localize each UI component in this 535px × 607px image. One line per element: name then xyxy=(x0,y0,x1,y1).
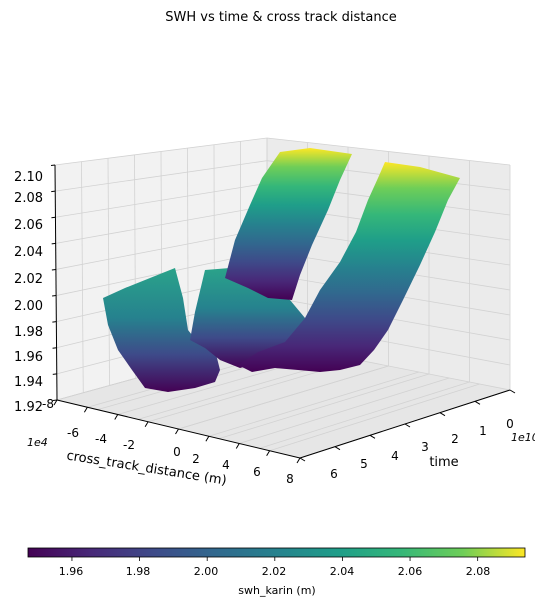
colorbar-tick-label: 2.06 xyxy=(398,565,423,578)
x-tick-label: 4 xyxy=(222,458,230,472)
colorbar-tick-label: 2.08 xyxy=(466,565,491,578)
z-tick xyxy=(52,373,57,375)
colorbar-label: swh_karin (m) xyxy=(238,584,315,597)
x-gridline xyxy=(81,161,84,393)
colorbar: 1.96 1.98 2.00 2.02 2.04 2.06 2.08 swh_k… xyxy=(27,547,526,597)
x-tick-label: 2 xyxy=(192,452,200,466)
x-tick-label: 6 xyxy=(253,465,261,479)
y-tick-label: 5 xyxy=(360,457,368,471)
z-tick xyxy=(52,399,58,401)
colorbar-ticks xyxy=(71,557,479,561)
y-tick xyxy=(404,423,411,428)
y-tick-label: 2 xyxy=(451,432,459,446)
y-tick-label: 0 xyxy=(506,417,514,431)
colorbar-tick-label: 1.96 xyxy=(59,565,84,578)
x-tick-label: -4 xyxy=(95,432,107,446)
y-axis-tick-labels: 0 1 2 3 4 5 6 xyxy=(330,417,514,481)
surface-right-ridge xyxy=(238,162,460,372)
x-tick xyxy=(175,428,179,435)
x-tick-label: -8 xyxy=(42,397,54,411)
x-axis-tick-labels: -8 -6 -4 -2 0 2 4 6 8 xyxy=(42,397,294,486)
z-tick-label: 1.92 xyxy=(14,400,43,415)
axis-lines xyxy=(50,164,516,464)
z-tick xyxy=(51,190,56,193)
surface-middle-ridge xyxy=(225,148,352,300)
x-tick xyxy=(205,435,210,442)
y-tick xyxy=(439,412,446,417)
x-tick xyxy=(235,443,240,449)
y-floor-gridline xyxy=(218,373,430,440)
colorbar-gradient xyxy=(27,547,526,558)
surface-left-arm xyxy=(103,268,220,392)
x-gridline xyxy=(187,148,189,364)
z-tick xyxy=(52,347,57,349)
y-axis-offset-label: 1e10 xyxy=(511,431,535,444)
x-tick-label: 0 xyxy=(173,445,181,459)
y-tick xyxy=(509,389,516,394)
y-floor-gridline xyxy=(178,365,389,430)
z-tick-label: 2.10 xyxy=(14,170,43,185)
y-tick xyxy=(369,434,376,439)
z-tick xyxy=(52,295,57,297)
z-tick-label: 2.02 xyxy=(14,272,43,287)
z-tick xyxy=(50,164,56,166)
z-tick-label: 2.04 xyxy=(14,245,43,260)
z-tick-label: 2.06 xyxy=(14,218,43,233)
colorbar-tick-label: 2.04 xyxy=(330,565,355,578)
x-axis-offset-label: 1e4 xyxy=(27,436,48,449)
x-tick xyxy=(296,457,301,464)
y-tick xyxy=(334,446,341,451)
x-tick xyxy=(114,414,119,420)
z-tick-label: 2.00 xyxy=(14,299,43,314)
y-tick-label: 4 xyxy=(391,449,399,463)
x-gridline xyxy=(107,158,110,386)
y-tick-label: 1 xyxy=(479,424,487,438)
z-tick xyxy=(52,321,57,323)
y-tick xyxy=(299,457,306,462)
x-tick xyxy=(266,450,271,457)
chart-title: SWH vs time & cross track distance xyxy=(165,10,397,25)
colorbar-tick-label: 2.00 xyxy=(194,565,219,578)
x-tick-label: 8 xyxy=(286,472,294,486)
x-tick-label: -2 xyxy=(123,438,135,452)
z-tick xyxy=(51,242,56,245)
x-floor-gridline xyxy=(269,383,480,452)
surface xyxy=(103,148,460,392)
z-tick xyxy=(51,216,56,219)
x-tick xyxy=(144,421,149,428)
y-tick xyxy=(474,400,481,405)
z-tick-label: 1.98 xyxy=(14,325,43,340)
z-tick-label: 1.94 xyxy=(14,375,43,390)
z-tick-label: 1.96 xyxy=(14,350,43,365)
x-tick xyxy=(53,399,58,406)
x-axis-label: cross_track_distance (m) xyxy=(65,448,227,488)
y-tick-label: 3 xyxy=(421,440,429,454)
x-tick xyxy=(83,406,88,413)
y-axis-label: time xyxy=(429,455,458,470)
x-tick-label: -6 xyxy=(67,426,79,440)
z-tick-label: 2.08 xyxy=(14,191,43,206)
x-floor-gridline xyxy=(239,377,450,444)
z-tick xyxy=(51,268,56,271)
y-tick-label: 6 xyxy=(330,467,338,481)
z-axis-tick-labels: 1.92 1.94 1.96 1.98 2.00 2.02 2.04 2.06 … xyxy=(14,170,43,415)
surface-center-arm xyxy=(190,268,305,368)
y-floor-gridline xyxy=(259,381,470,449)
colorbar-tick-label: 1.98 xyxy=(126,565,151,578)
z-axis-line xyxy=(54,164,58,401)
colorbar-tick-label: 2.02 xyxy=(262,565,287,578)
x-floor-gridline xyxy=(208,371,419,437)
